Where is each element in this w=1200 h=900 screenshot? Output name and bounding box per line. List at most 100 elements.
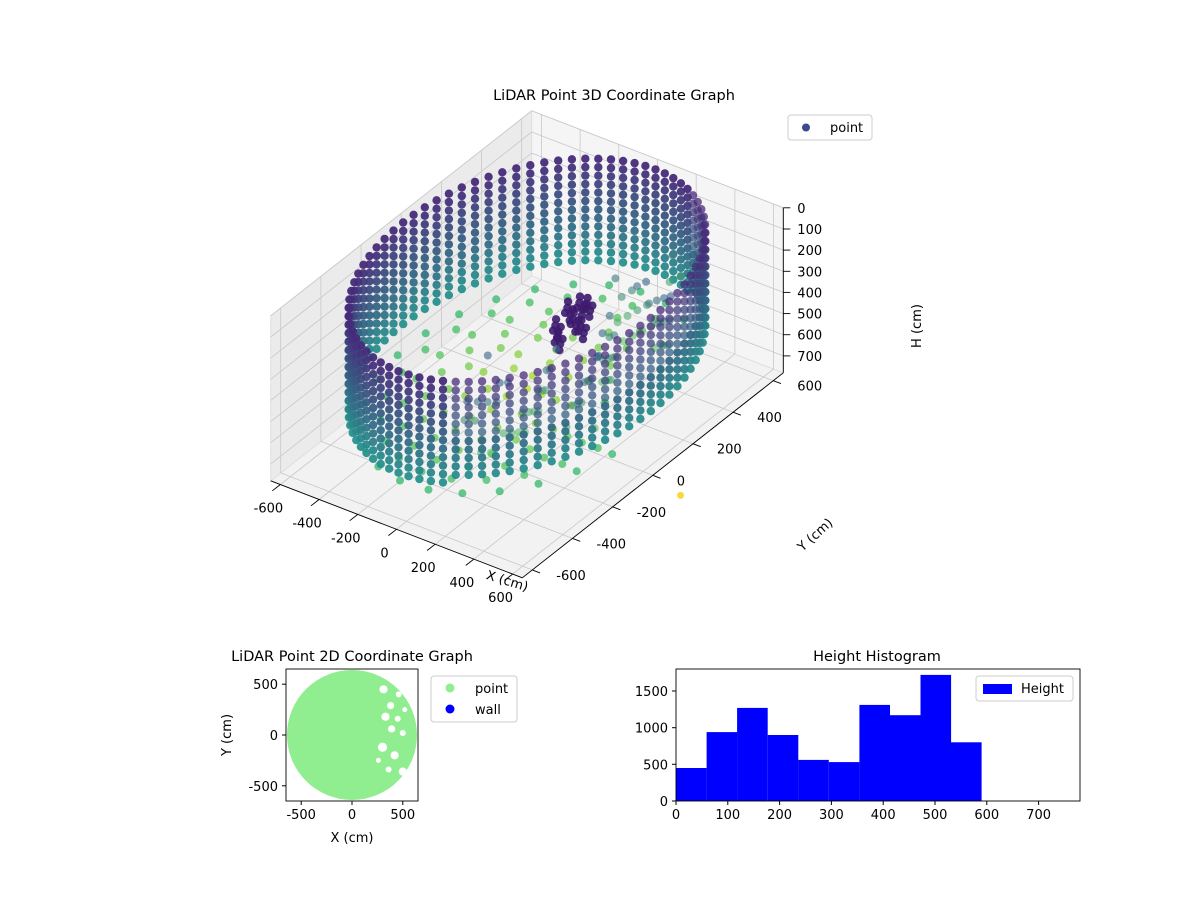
chart-3d-zlabel: H (cm) <box>910 304 925 348</box>
chart-3d-y-tick-label: 200 <box>717 443 742 458</box>
chart-2d-legend: point wall <box>430 675 518 723</box>
chart-3d-point <box>646 398 655 407</box>
chart-3d-point <box>688 191 698 200</box>
chart-3d-point <box>372 336 381 345</box>
chart-3d-point <box>394 375 403 384</box>
chart-3d-point <box>665 339 674 349</box>
chart-3d-point <box>470 262 480 271</box>
histogram-legend: Height <box>975 675 1074 702</box>
chart-3d-point <box>613 353 622 362</box>
chart-3d-point <box>646 406 655 416</box>
histogram-x-tick-label: 700 <box>1026 808 1051 823</box>
chart-3d-point <box>376 409 385 418</box>
chart-3d-point <box>399 235 408 244</box>
chart-3d-point <box>533 410 542 419</box>
chart-3d-point <box>359 260 368 269</box>
chart-3d-z-tick-label: 400 <box>797 286 822 301</box>
chart-3d-point <box>399 226 408 236</box>
chart-3d-point <box>470 220 480 229</box>
chart-3d-point <box>415 398 424 407</box>
chart-3d-point <box>484 206 493 215</box>
chart-3d-point <box>420 245 429 254</box>
chart-3d-point <box>491 443 500 452</box>
chart-3d-point <box>385 405 394 414</box>
chart-3d-point <box>491 409 500 418</box>
chart-3d-point <box>409 286 418 296</box>
chart-3d-point <box>581 179 590 189</box>
chart-3d-point <box>554 190 563 199</box>
chart-3d-point <box>680 364 689 374</box>
chart-3d-point <box>498 202 507 211</box>
chart-3d-point <box>477 419 487 428</box>
chart-3d-point <box>606 180 616 190</box>
chart-3d-point <box>426 392 436 401</box>
chart-3d-point <box>577 316 586 325</box>
chart-3d-point <box>444 240 454 249</box>
chart-3d-point <box>567 231 577 240</box>
chart-3d-point <box>533 384 542 394</box>
chart-3d-point <box>415 466 424 475</box>
chart-3d-point <box>385 447 394 456</box>
chart-3d-point <box>505 458 514 467</box>
chart-3d-point <box>646 322 655 331</box>
chart-3d-point <box>409 312 418 321</box>
chart-2d-axes: -500 0 500 -500 0 500 <box>248 678 415 823</box>
chart-3d-point <box>651 241 660 250</box>
chart-3d-point <box>598 329 607 338</box>
chart-3d-point <box>477 444 487 454</box>
chart-3d-point <box>451 453 460 463</box>
chart-3d-point <box>701 228 710 237</box>
chart-3d-point <box>680 305 689 315</box>
chart-3d-point <box>574 422 584 431</box>
chart-3d-point <box>547 457 556 466</box>
chart-3d-point <box>625 413 634 422</box>
chart-3d-point <box>420 270 429 280</box>
histogram-x-tick-label: 100 <box>715 808 740 823</box>
chart-3d-point <box>630 226 639 235</box>
chart-3d-point <box>554 224 563 233</box>
chart-3d-point <box>533 452 542 461</box>
chart-3d-point <box>421 345 430 354</box>
chart-3d-point <box>651 173 660 182</box>
chart-3d-point <box>432 229 441 239</box>
chart-3d-point <box>605 281 614 290</box>
chart-3d-point <box>368 361 378 370</box>
chart-3d-x-tick-label: 600 <box>488 591 513 606</box>
chart-3d-point <box>362 381 371 390</box>
chart-3d-point <box>389 268 398 278</box>
chart-3d-point <box>394 434 403 444</box>
chart-3d-point <box>415 390 424 399</box>
chart-3d-point <box>477 453 487 462</box>
chart-3d-point <box>519 396 528 405</box>
chart-3d-point <box>526 262 535 271</box>
chart-3d-point <box>491 401 500 410</box>
chart-3d-point <box>606 189 616 198</box>
chart-3d-y-tick-label: -600 <box>556 569 586 584</box>
chart-3d-point <box>660 253 669 263</box>
chart-3d-point <box>554 173 563 182</box>
chart-3d-point <box>372 277 381 286</box>
chart-3d-point <box>498 210 507 219</box>
chart-3d-point <box>471 416 480 425</box>
chart-3d-point <box>569 280 578 289</box>
chart-3d-point <box>457 208 466 218</box>
chart-3d-point <box>558 460 567 468</box>
chart-3d-point <box>606 231 616 240</box>
chart-3d-point <box>399 218 408 227</box>
chart-3d-point <box>368 446 378 455</box>
chart-3d-y-tick-label: -400 <box>597 537 627 552</box>
chart-3d-point <box>479 367 488 376</box>
chart-3d-point <box>680 288 689 298</box>
chart-3d-point <box>451 394 460 403</box>
chart-3d-point <box>526 203 535 212</box>
chart-3d-point <box>676 263 686 273</box>
chart-3d-point <box>646 364 655 373</box>
chart-3d-point <box>561 376 570 385</box>
chart-3d-point <box>618 241 628 250</box>
chart-3d-point <box>505 407 514 417</box>
chart-3d-point <box>588 365 597 375</box>
chart-3d-point <box>574 405 584 414</box>
chart-3d-point <box>652 296 661 305</box>
chart-3d-point <box>519 447 528 456</box>
chart-3d-point <box>438 436 448 445</box>
